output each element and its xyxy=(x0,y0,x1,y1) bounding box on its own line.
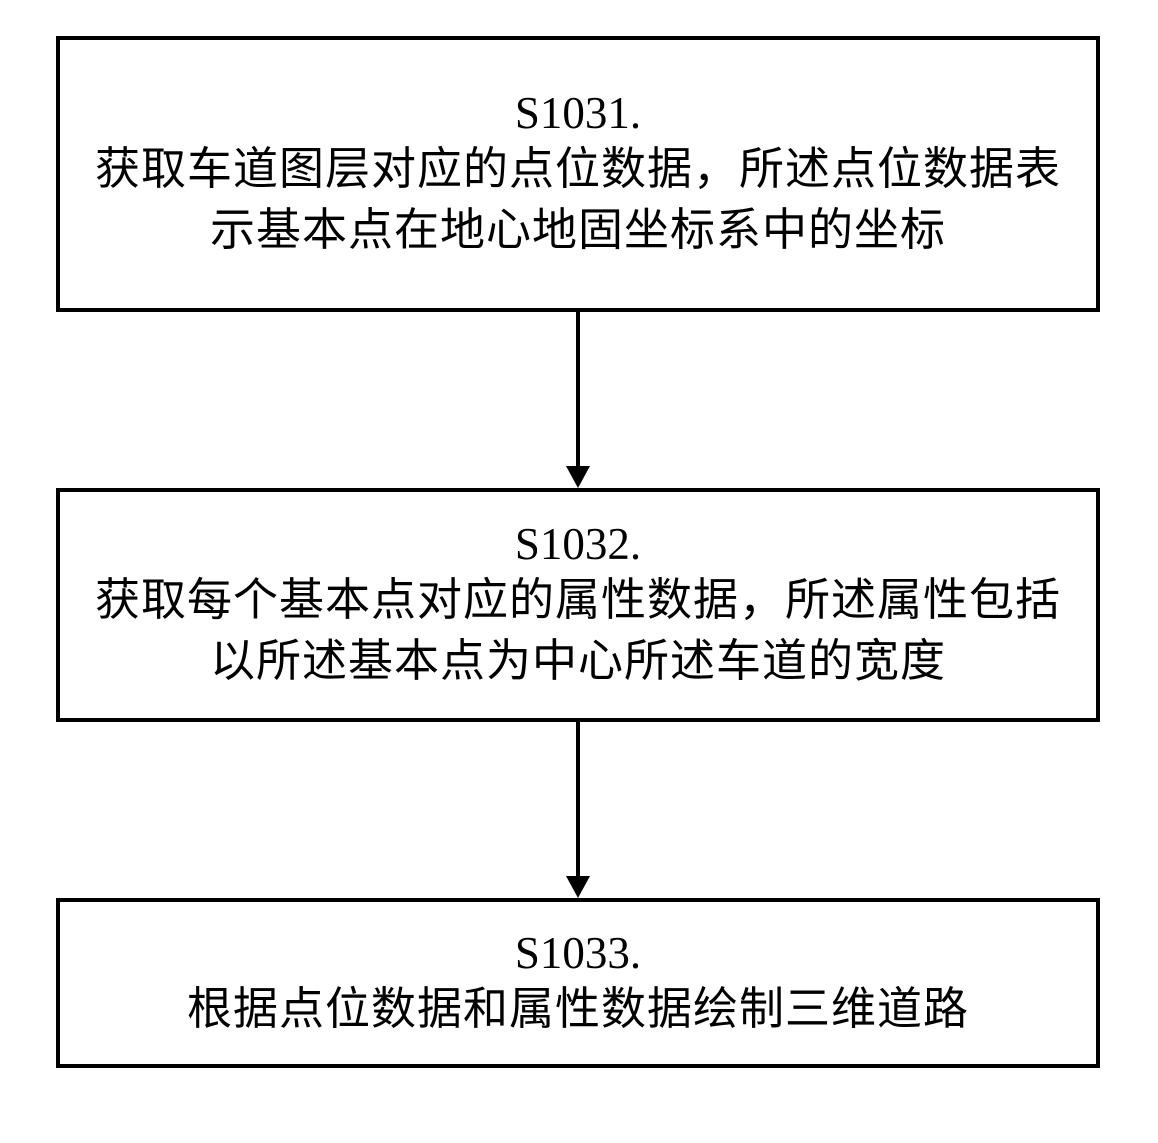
arrow-head-1 xyxy=(566,466,590,488)
flow-node-s1031: S1031. 获取车道图层对应的点位数据，所述点位数据表示基本点在地心地固坐标系… xyxy=(56,36,1100,312)
flow-node-s1032: S1032. 获取每个基本点对应的属性数据，所述属性包括以所述基本点为中心所述车… xyxy=(56,488,1100,722)
step-text: 获取每个基本点对应的属性数据，所述属性包括以所述基本点为中心所述车道的宽度 xyxy=(90,570,1066,692)
step-id: S1032. xyxy=(515,518,641,570)
flow-node-s1033: S1033. 根据点位数据和属性数据绘制三维道路 xyxy=(56,898,1100,1068)
step-text: 获取车道图层对应的点位数据，所述点位数据表示基本点在地心地固坐标系中的坐标 xyxy=(90,139,1066,261)
arrow-edge-1 xyxy=(576,312,580,468)
arrow-edge-2 xyxy=(576,722,580,878)
step-id: S1031. xyxy=(515,87,641,139)
step-id: S1033. xyxy=(515,927,641,979)
step-text: 根据点位数据和属性数据绘制三维道路 xyxy=(187,979,969,1040)
arrow-head-2 xyxy=(566,876,590,898)
